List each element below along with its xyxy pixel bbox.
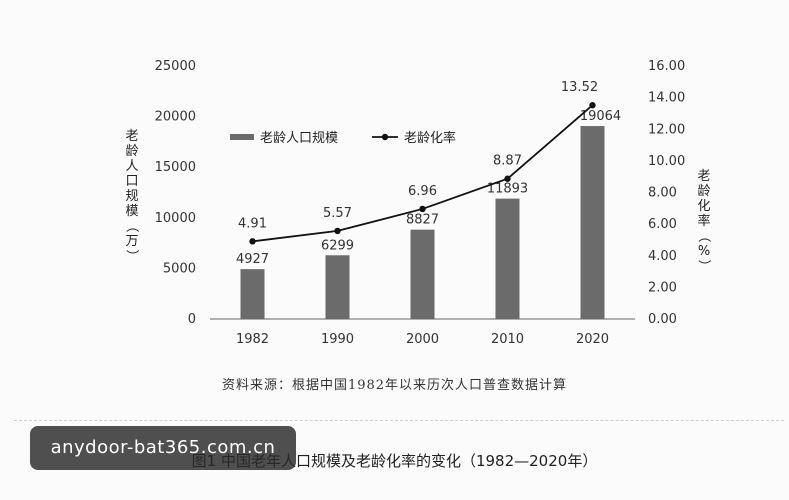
axis-title-char: 模 [125, 204, 138, 219]
chart: 0 5000 10000 15000 20000 25000 0.00 2.00 4.00 6.… [124, 59, 711, 347]
right-tick-label: 6.00 [648, 217, 677, 232]
rate-value-label: 13.52 [561, 80, 598, 95]
bar [580, 126, 605, 319]
bar-value-label: 11893 [487, 182, 528, 197]
axis-title-char: 化 [697, 199, 710, 214]
axis-title-char: ） [124, 249, 139, 262]
rate-points [249, 102, 596, 245]
axis-title-char: 口 [125, 174, 138, 189]
x-tick-label: 1990 [321, 332, 354, 347]
axis-title-char: 老 [125, 129, 138, 144]
left-tick-label: 5000 [163, 261, 196, 276]
bar [410, 229, 435, 319]
left-tick-label: 15000 [155, 160, 196, 175]
x-tick-label: 2020 [576, 332, 609, 347]
right-tick-label: 16.00 [648, 59, 685, 74]
legend-line-label: 老龄化率 [404, 130, 456, 146]
right-tick-label: 0.00 [648, 312, 677, 327]
x-axis-ticks: 1982 1990 2000 2010 2020 [236, 332, 609, 347]
axis-title-char: 人 [125, 159, 138, 174]
left-axis-title: 老龄人口规模（ 万） [124, 129, 139, 263]
left-tick-label: 0 [188, 312, 196, 327]
x-tick-label: 2000 [406, 332, 439, 347]
right-tick-label: 14.00 [648, 91, 685, 106]
bar-value-label: 4927 [236, 252, 269, 267]
rate-point [419, 205, 426, 213]
axis-title-char: % [698, 244, 710, 259]
bar [325, 255, 350, 319]
rate-point [504, 175, 511, 182]
watermark: anydoor-bat365.com.cn [30, 426, 296, 470]
legend-bar-label: 老龄人口规模 [260, 131, 338, 146]
axis-title-char: （ [696, 229, 711, 242]
right-tick-label: 2.00 [648, 280, 677, 295]
bar [240, 269, 265, 319]
bar-value-label: 19064 [580, 109, 621, 124]
divider [14, 420, 784, 421]
axis-title-char: ） [696, 259, 711, 272]
right-tick-label: 12.00 [648, 122, 685, 137]
rate-value-label: 6.96 [408, 184, 437, 199]
left-tick-label: 25000 [155, 59, 196, 74]
source-note: 资料来源：根据中国1982年以来历次人口普查数据计算 [221, 378, 568, 393]
axis-title-char: 龄 [125, 144, 138, 159]
bar-series [240, 126, 605, 319]
right-tick-label: 8.00 [648, 186, 677, 201]
left-axis-ticks: 0 5000 10000 15000 20000 25000 [155, 59, 196, 327]
left-tick-label: 20000 [155, 110, 196, 125]
rate-value-label: 5.57 [323, 206, 352, 221]
legend-bar-swatch [230, 134, 254, 140]
axis-title-char: 万 [125, 234, 138, 249]
rate-point [249, 238, 256, 245]
axis-title-char: 龄 [697, 184, 710, 199]
axis-title-char: 老 [697, 169, 710, 184]
bar-data-labels: 4927 6299 8827 11893 19064 [236, 109, 621, 267]
axis-title-char: 规 [125, 189, 138, 204]
x-tick-label: 2010 [491, 332, 524, 347]
bar-value-label: 6299 [321, 238, 354, 253]
rate-data-labels: 4.91 5.57 6.96 8.87 13.52 [238, 80, 598, 231]
legend: 老龄人口规模 老龄化率 [230, 130, 456, 146]
right-axis-ticks: 0.00 2.00 4.00 6.00 8.00 10.00 12.00 14.00 16.00 [648, 59, 685, 327]
axis-title-char: （ [124, 219, 139, 232]
bar-value-label: 8827 [406, 213, 439, 228]
x-tick-label: 1982 [236, 332, 269, 347]
rate-value-label: 4.91 [238, 216, 267, 231]
axis-title-char: 率 [697, 213, 710, 229]
rate-point [334, 227, 341, 235]
right-tick-label: 4.00 [648, 249, 677, 264]
right-tick-label: 10.00 [648, 154, 685, 169]
rate-value-label: 8.87 [493, 154, 522, 169]
bar [495, 198, 520, 319]
left-tick-label: 10000 [155, 211, 196, 226]
rate-point [589, 102, 596, 109]
right-axis-title: 老龄化率（%） [696, 169, 711, 273]
legend-line-marker [381, 133, 389, 141]
